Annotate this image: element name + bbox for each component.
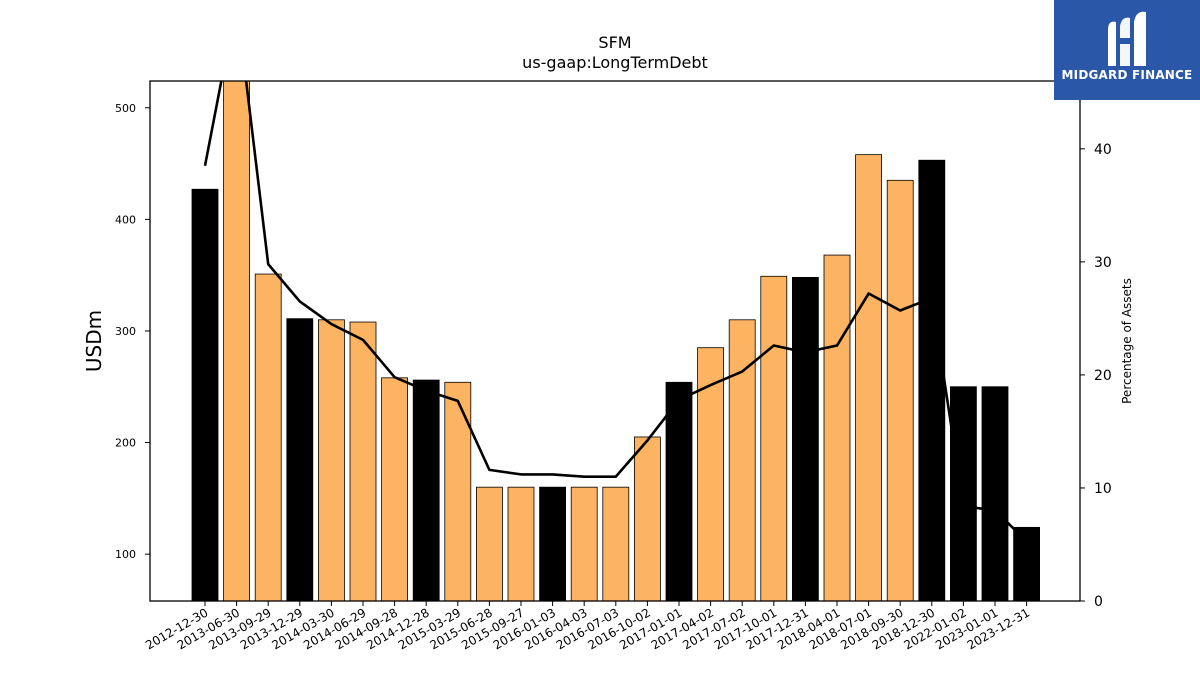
- y2-tick-label: 40: [1094, 142, 1112, 158]
- bar: [539, 486, 566, 601]
- bar: [981, 386, 1009, 601]
- bar: [286, 318, 314, 601]
- bar: [728, 319, 756, 601]
- bar: [823, 254, 851, 601]
- bar: [1013, 526, 1040, 601]
- bar: [223, 81, 251, 601]
- y2-tick-label: 10: [1094, 481, 1112, 497]
- bar: [570, 486, 598, 601]
- bar: [191, 188, 219, 601]
- bar: [792, 276, 819, 601]
- logo-text: MIDGARD FINANCE: [1061, 68, 1193, 82]
- bar: [950, 386, 977, 601]
- bar: [317, 319, 345, 601]
- bar: [254, 273, 282, 601]
- bar: [634, 436, 661, 601]
- y-tick-label: 300: [115, 325, 136, 338]
- y2-tick-label: 30: [1094, 255, 1112, 271]
- bars-group: [191, 81, 1040, 601]
- bar: [507, 486, 535, 601]
- brand-logo: MIDGARD FINANCE: [1054, 0, 1200, 100]
- y2-tick-label: 0: [1094, 594, 1103, 610]
- bar: [918, 159, 946, 601]
- bar: [444, 381, 472, 601]
- y-axis-label: USDm: [82, 310, 106, 372]
- y2-axis-label: Percentage of Assets: [1120, 278, 1134, 404]
- y-tick-label: 400: [115, 213, 136, 226]
- chart-subtitle: us-gaap:LongTermDebt: [522, 53, 708, 72]
- series-line: [203, 81, 1028, 543]
- bar: [665, 381, 693, 601]
- bar: [760, 275, 788, 601]
- logo-mark-icon: [1108, 11, 1146, 66]
- bar: [602, 486, 630, 601]
- y2-tick-label: 20: [1094, 368, 1112, 384]
- bar: [855, 154, 882, 601]
- y-tick-label: 500: [115, 102, 136, 115]
- bar: [349, 321, 377, 601]
- y-tick-label: 200: [115, 437, 136, 450]
- bar: [475, 486, 503, 601]
- bar: [886, 179, 914, 601]
- plot-frame: [149, 80, 1081, 602]
- line-group: [203, 81, 1028, 543]
- chart-title: SFM: [598, 33, 631, 52]
- bar: [381, 377, 409, 601]
- bar: [412, 379, 440, 601]
- y-tick-label: 100: [115, 548, 136, 561]
